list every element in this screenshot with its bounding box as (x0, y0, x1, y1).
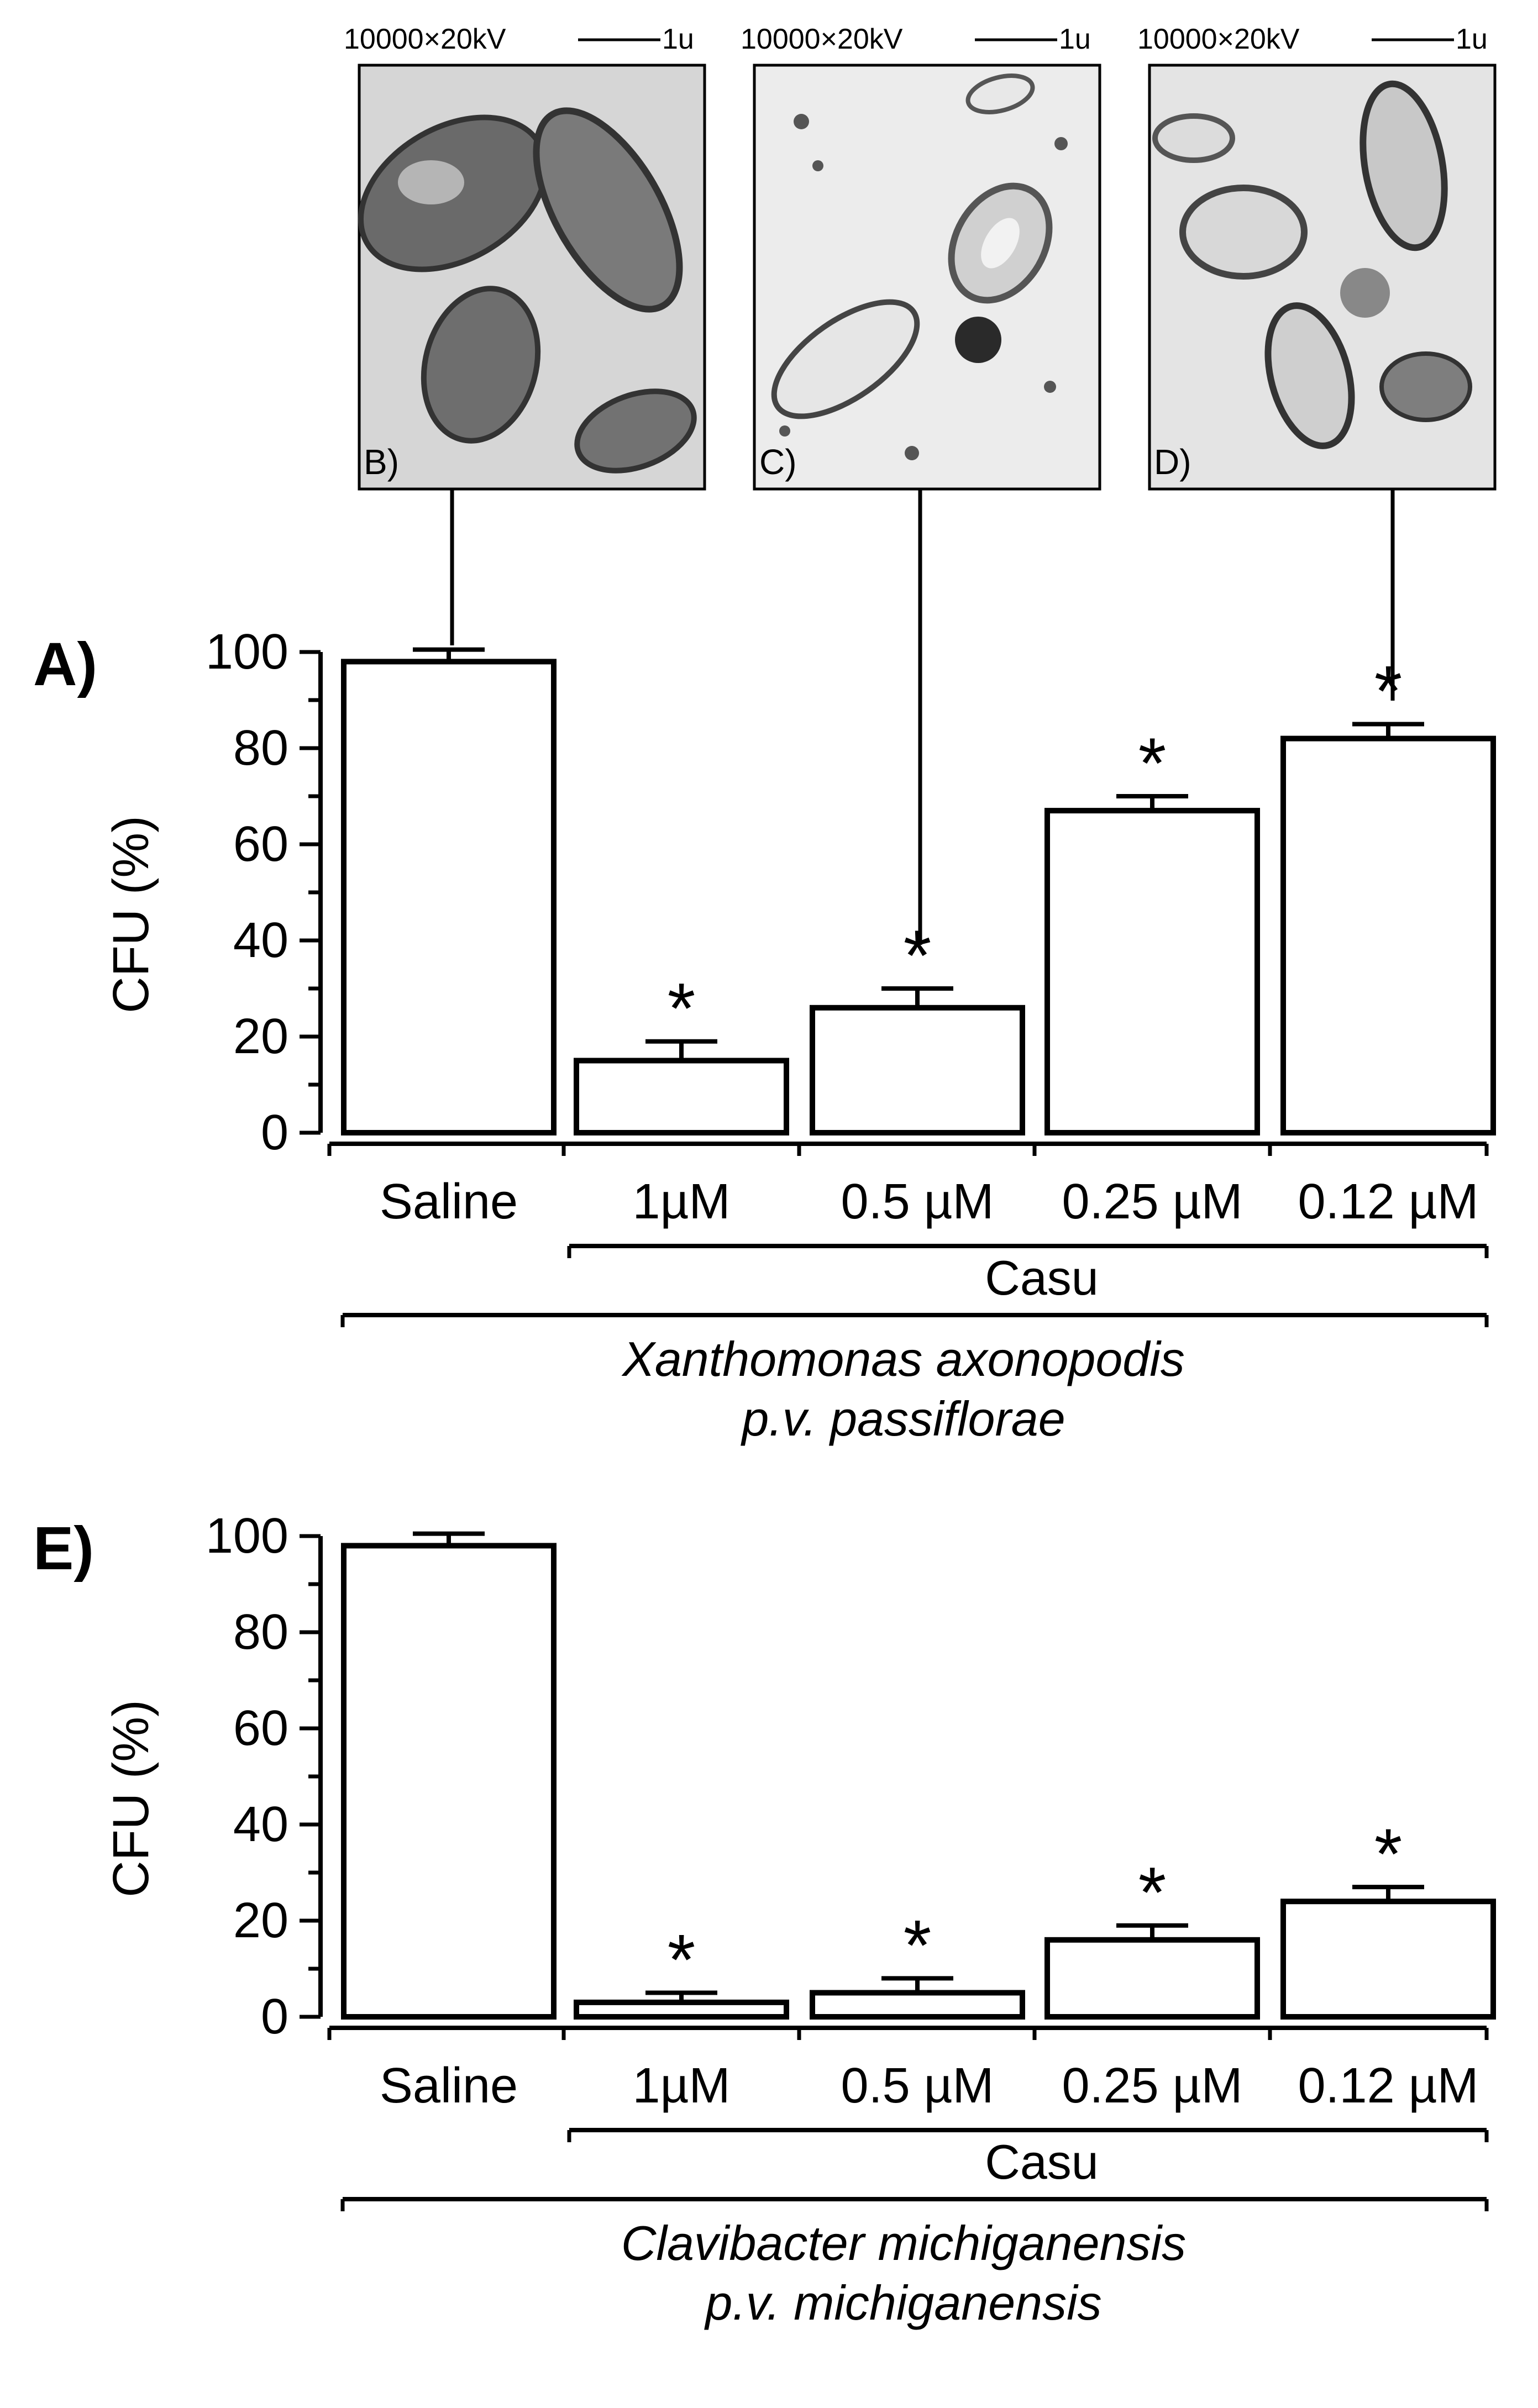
panel-e-bar (574, 1999, 789, 2020)
panel-a-x-axis: Saline 1µM 0.5 µM 0.25 µM 0.12 µM (327, 1142, 1489, 1327)
micrograph-d-scale-unit: 1u (1456, 23, 1488, 55)
panel-e-y-axis-label: CFU (%) (103, 1700, 159, 1897)
micrograph-c-cells (771, 73, 1068, 460)
panel-e-y-tick-label: 100 (206, 1508, 288, 1564)
micrograph-c-scale-label: 10000×20kV (741, 23, 903, 55)
panel-e-y-tick-label: 20 (233, 1893, 288, 1948)
panel-a-organism-line1: Xanthomonas axonopodis (621, 1332, 1185, 1386)
panel-e-bars: * * * * (341, 1531, 1496, 2020)
micrograph-b-scale-label: 10000×20kV (344, 23, 506, 55)
panel-a-significance-marker: * (1138, 723, 1167, 803)
panel-a-category-label: 0.25 µM (1062, 1174, 1243, 1229)
panel-a-significance-marker: * (1374, 651, 1403, 732)
chart-panel-e: E) CFU (%) 0 20 40 60 80 100 * * * * Saline 1µM 0.… (33, 1508, 1496, 2330)
panel-e-group-label: Casu (985, 2134, 1098, 2189)
panel-a-y-axis-label: CFU (%) (103, 816, 159, 1013)
panel-e-organism-line2: p.v. michiganensis (704, 2275, 1101, 2330)
panel-e-y-tick-label: 0 (261, 1989, 288, 2044)
panel-e-significance-marker: * (1138, 1852, 1167, 1933)
panel-a-y-tick-label: 0 (261, 1105, 288, 1160)
micrograph-d-scale-label: 10000×20kV (1137, 23, 1300, 55)
panel-e-bar (1044, 1937, 1260, 2020)
panel-a-y-tick-label: 60 (233, 817, 288, 872)
micrograph-b: 10000×20kV 1u B) (344, 23, 706, 491)
panel-a-y-tick-label: 100 (206, 624, 288, 680)
panel-e-category-label: 1µM (633, 2058, 731, 2113)
panel-a-group-label: Casu (985, 1250, 1098, 1305)
panel-a-bar (1044, 808, 1260, 1135)
micrograph-b-cells (358, 107, 697, 474)
micrograph-c: 10000×20kV 1u C) (741, 23, 1101, 491)
panel-e-x-axis: Saline 1µM 0.5 µM 0.25 µM 0.12 µM (327, 2026, 1489, 2211)
panel-e-category-label: 0.12 µM (1298, 2058, 1479, 2113)
panel-e-y-tick-label: 60 (233, 1701, 288, 1756)
panel-a-bar (1280, 735, 1496, 1135)
panel-e-y-tick-label: 40 (233, 1797, 288, 1852)
panel-a-category-label: 0.5 µM (841, 1174, 994, 1229)
panel-a-y-tick-label: 80 (233, 721, 288, 776)
micrograph-b-label: B) (364, 442, 399, 482)
micrograph-d-cells (1152, 80, 1472, 449)
micrograph-d: 10000×20kV 1u D) (1137, 23, 1497, 491)
micrograph-c-scale-unit: 1u (1059, 23, 1091, 55)
panel-a-bar (341, 659, 557, 1135)
micrograph-c-frame (753, 64, 1101, 491)
panel-e-bar (810, 1990, 1025, 2020)
panel-e-category-label: Saline (380, 2058, 518, 2113)
panel-e-bar (1280, 1899, 1496, 2020)
micrograph-c-label: C) (759, 442, 797, 482)
micrograph-d-label: D) (1154, 442, 1191, 482)
panel-e-significance-marker: * (668, 1920, 696, 2000)
panel-a-y-tick-label: 20 (233, 1009, 288, 1064)
panel-e-category-label: 0.25 µM (1062, 2058, 1243, 2113)
panel-a-label: A) (33, 630, 97, 698)
panel-e-significance-marker: * (1374, 1813, 1403, 1894)
panel-e-category-label: 0.5 µM (841, 2058, 994, 2113)
panel-a-y-axis: 0 20 40 60 80 100 (206, 624, 323, 1160)
panel-e-label: E) (33, 1515, 94, 1582)
panel-a-y-tick-label: 40 (233, 913, 288, 968)
chart-panel-a: A) CFU (%) 0 20 40 60 80 100 * * * * Saline 1µM 0.… (33, 624, 1496, 1446)
panel-a-bar (574, 1058, 789, 1135)
micrograph-b-scale-unit: 1u (662, 23, 694, 55)
panel-a-bars: * * * * (341, 647, 1496, 1136)
panel-e-significance-marker: * (904, 1905, 932, 1985)
panel-a-significance-marker: * (668, 968, 696, 1049)
panel-e-bar (341, 1543, 557, 2020)
panel-a-category-label: 0.12 µM (1298, 1174, 1479, 1229)
panel-e-y-tick-label: 80 (233, 1605, 288, 1660)
panel-a-organism-line2: p.v. passiflorae (740, 1391, 1065, 1446)
panel-a-bar (810, 1005, 1025, 1136)
panel-e-organism-line1: Clavibacter michiganensis (621, 2216, 1186, 2270)
panel-a-significance-marker: * (904, 915, 932, 996)
panel-a-category-label: Saline (380, 1174, 518, 1229)
panel-e-y-axis: 0 20 40 60 80 100 (206, 1508, 323, 2044)
panel-a-category-label: 1µM (633, 1174, 731, 1229)
